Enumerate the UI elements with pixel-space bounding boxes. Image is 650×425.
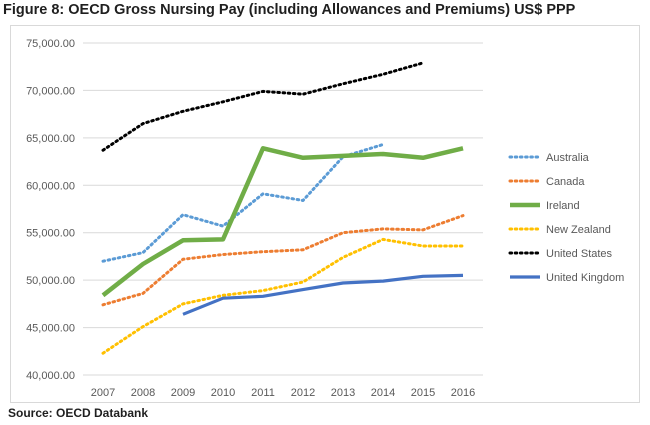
- legend-item-new-zealand: New Zealand: [508, 224, 611, 236]
- legend-item-ireland: Ireland: [510, 200, 580, 212]
- legend-item-australia: Australia: [508, 152, 590, 164]
- source-note: Source: OECD Databank: [8, 406, 149, 420]
- x-tick-label: 2007: [91, 387, 115, 399]
- x-tick-label: 2010: [211, 387, 235, 399]
- y-tick-label: 50,000.00: [26, 275, 75, 287]
- y-tick-label: 70,000.00: [26, 85, 75, 97]
- x-tick-label: 2012: [291, 387, 315, 399]
- y-tick-label: 65,000.00: [26, 133, 75, 145]
- y-tick-label: 40,000.00: [26, 370, 75, 382]
- chart-area: 40,000.00 45,000.00 50,000.00 55,000.00 60,0…: [10, 25, 640, 403]
- x-tick-label: 2013: [331, 387, 355, 399]
- x-tick-label: 2016: [451, 387, 475, 399]
- legend-label: New Zealand: [546, 224, 611, 236]
- legend-label: United States: [546, 248, 613, 260]
- y-tick-label: 75,000.00: [26, 38, 75, 50]
- legend-item-united-states: United States: [508, 248, 613, 260]
- x-tick-label: 2011: [251, 387, 275, 399]
- series-line-united-kingdom: [182, 273, 464, 316]
- series-line-new-zealand: [101, 237, 465, 355]
- legend-label: Australia: [546, 152, 590, 164]
- legend-item-united-kingdom: United Kingdom: [510, 272, 624, 284]
- y-tick-label: 45,000.00: [26, 323, 75, 335]
- legend-label: United Kingdom: [546, 272, 624, 284]
- x-tick-label: 2014: [371, 387, 395, 399]
- legend-label: Canada: [546, 176, 585, 188]
- y-tick-label: 55,000.00: [26, 228, 75, 240]
- series-line-australia: [101, 143, 385, 263]
- series-line-united-states: [101, 61, 425, 152]
- x-tick-label: 2009: [171, 387, 195, 399]
- legend-label: Ireland: [546, 200, 580, 212]
- x-tick-label: 2015: [411, 387, 435, 399]
- x-tick-label: 2008: [131, 387, 155, 399]
- line-chart: 40,000.00 45,000.00 50,000.00 55,000.00 60,0…: [26, 38, 624, 399]
- series-line-ireland: [101, 146, 464, 298]
- figure-title: Figure 8: OECD Gross Nursing Pay (includ…: [3, 2, 576, 18]
- y-tick-label: 60,000.00: [26, 180, 75, 192]
- legend-item-canada: Canada: [508, 176, 585, 188]
- series-line-canada: [101, 214, 465, 307]
